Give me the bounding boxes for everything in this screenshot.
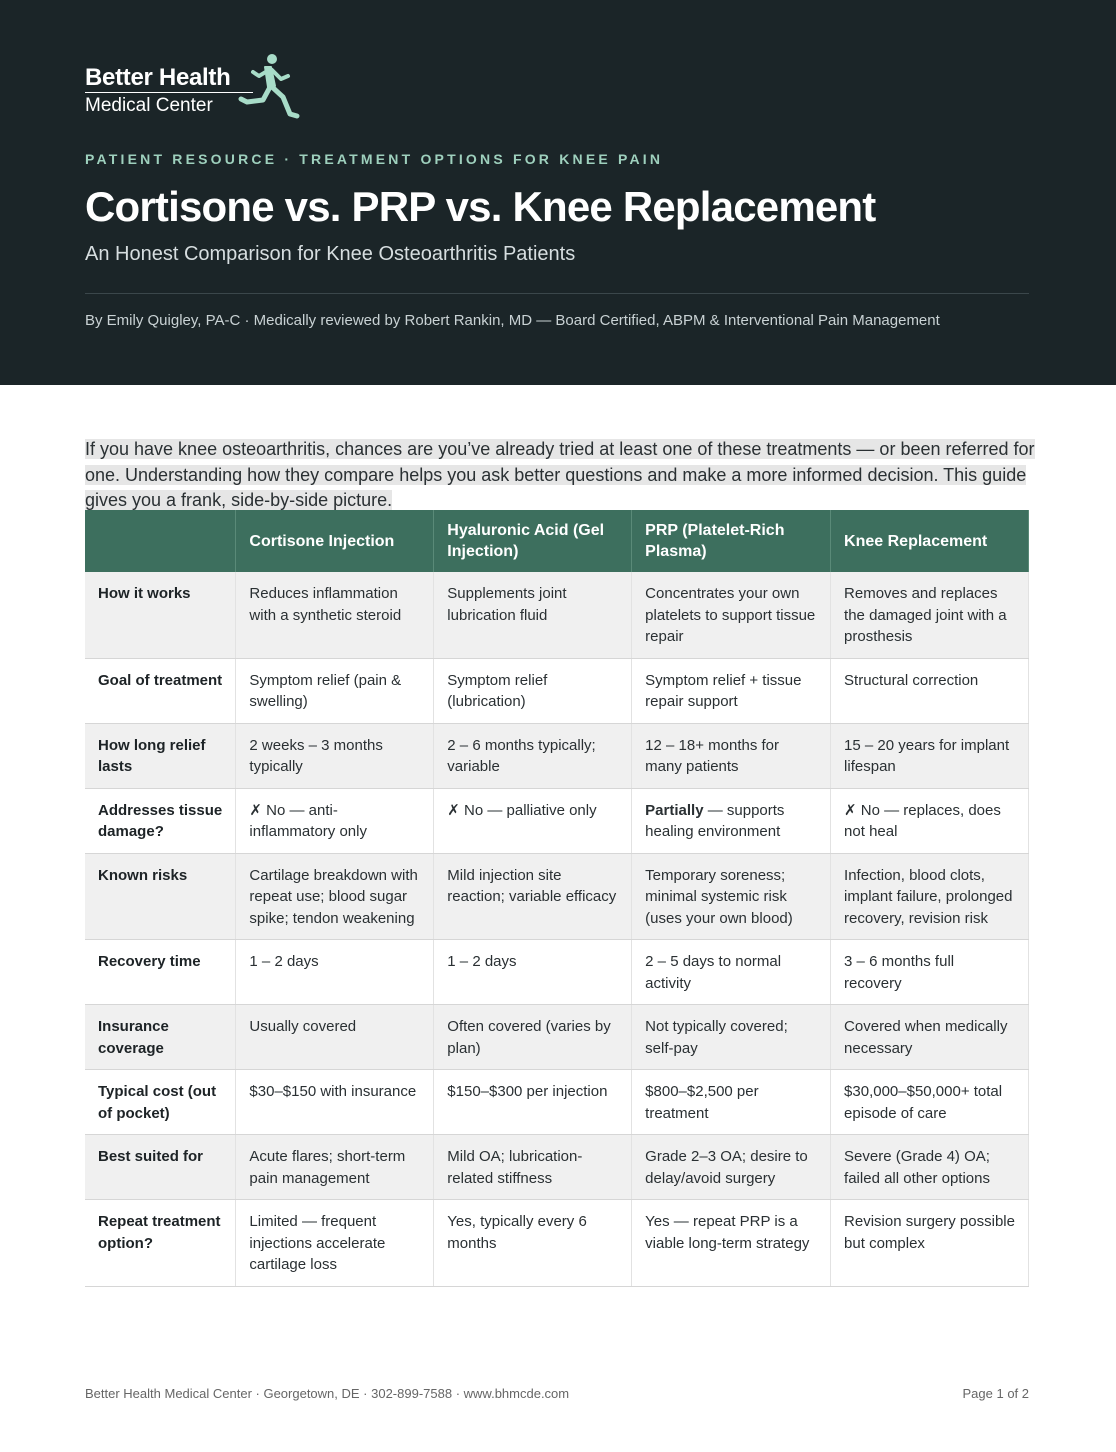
row-label: How it works [85,572,237,659]
intro-text: If you have knee osteoarthritis, chances… [85,439,1035,510]
table-cell: Yes — repeat PRP is a viable long-term s… [631,1199,832,1287]
row-label: Addresses tissue damage? [85,788,237,854]
table-cell: Mild injection site reaction; variable e… [433,853,633,940]
table-row: Insurance coverage Usually covered Often c… [85,1004,1029,1070]
column-header: Cortisone Injection [235,510,435,572]
divider [85,293,1029,294]
table-cell: Symptom relief (pain & swelling) [235,658,435,724]
table-cell: 2 weeks – 3 months typically [235,723,435,789]
table-cell: Symptom relief (lubrication) [433,658,633,724]
table-cell: Structural correction [830,658,1029,724]
row-label: How long relief lasts [85,723,237,789]
footer-contact: Better Health Medical Center · Georgetow… [85,1386,570,1401]
subtitle: An Honest Comparison for Knee Osteoarthr… [85,243,576,265]
corner-cell [85,510,237,572]
table-cell: Concentrates your own platelets to suppo… [631,572,832,659]
table-cell: Supplements joint lubrication fluid [433,572,633,659]
row-label: Best suited for [85,1134,237,1200]
table-cell: $800–$2,500 per treatment [631,1069,832,1135]
table-cell: Usually covered [235,1004,435,1070]
comparison-table: Cortisone Injection Hyaluronic Acid (Gel … [85,510,1029,1287]
kicker: PATIENT RESOURCE · TREATMENT OPTIONS FOR… [85,151,664,167]
table-cell: Cartilage breakdown with repeat use; blo… [235,853,435,940]
table-cell: Often covered (varies by plan) [433,1004,633,1070]
cell-emphasis: Partially [645,801,704,819]
row-label: Typical cost (out of pocket) [85,1069,237,1135]
header: Better Health Medical Center PATIENT RES… [0,0,1116,385]
table-cell: Mild OA; lubrication-related stiffness [433,1134,633,1200]
table-cell: Severe (Grade 4) OA; failed all other op… [830,1134,1029,1200]
table-cell: 2 – 5 days to normal activity [631,939,832,1005]
byline: By Emily Quigley, PA-C · Medically revie… [85,312,940,329]
table-cell: Acute flares; short-term pain management [235,1134,435,1200]
table-cell: Covered when medically necessary [830,1004,1029,1070]
logo-subtitle: Medical Center [85,95,213,116]
table-cell: $30,000–$50,000+ total episode of care [830,1069,1029,1135]
table-cell: ✗ No — palliative only [433,788,633,854]
table-cell: Limited — frequent injections accelerate… [235,1199,435,1287]
table-cell: Revision surgery possible but complex [830,1199,1029,1287]
table-cell: ✗ No — replaces, does not heal [830,788,1029,854]
table-cell: Partially — supports healing environment [631,788,832,854]
table-cell: ✗ No — anti-inflammatory only [235,788,435,854]
row-label: Insurance coverage [85,1004,237,1070]
page-number: Page 1 of 2 [962,1386,1030,1401]
table-cell: Reduces inflammation with a synthetic st… [235,572,435,659]
table-cell: $30–$150 with insurance [235,1069,435,1135]
table-cell: Grade 2–3 OA; desire to delay/avoid surg… [631,1134,832,1200]
column-header: Hyaluronic Acid (Gel Injection) [433,510,633,572]
table-cell: $150–$300 per injection [433,1069,633,1135]
row-label: Goal of treatment [85,658,237,724]
table-cell: 15 – 20 years for implant lifespan [830,723,1029,789]
table-cell: Temporary soreness; minimal systemic ris… [631,853,832,940]
table-cell: Infection, blood clots, implant failure,… [830,853,1029,940]
table-cell: 12 – 18+ months for many patients [631,723,832,789]
title: Cortisone vs. PRP vs. Knee Replacement [85,183,876,230]
row-label: Known risks [85,853,237,940]
table-cell: Not typically covered; self-pay [631,1004,832,1070]
table-row: Best suited for Acute flares; short-term … [85,1134,1029,1200]
logo: Better Health Medical Center [85,52,305,122]
table-row: Addresses tissue damage? ✗ No — anti-infl… [85,788,1029,854]
table-cell: Symptom relief + tissue repair support [631,658,832,724]
logo-rule [85,92,253,93]
table-row: Repeat treatment option? Limited — freque… [85,1199,1029,1287]
table-row: Known risks Cartilage breakdown with repe… [85,853,1029,940]
table-row: How long relief lasts 2 weeks – 3 months … [85,723,1029,789]
intro: If you have knee osteoarthritis, chances… [85,437,1035,514]
column-header: PRP (Platelet-Rich Plasma) [631,510,832,572]
table-cell: Removes and replaces the damaged joint w… [830,572,1029,659]
row-label: Repeat treatment option? [85,1199,237,1287]
table-row: How it works Reduces inflammation with a … [85,572,1029,659]
table-cell: Yes, typically every 6 months [433,1199,633,1287]
table-row: Recovery time 1 – 2 days 1 – 2 days 2 – 5 d… [85,939,1029,1005]
logo-name: Better Health [85,64,231,91]
table-cell: 1 – 2 days [235,939,435,1005]
row-label: Recovery time [85,939,237,1005]
table-cell: 2 – 6 months typically; variable [433,723,633,789]
column-header: Knee Replacement [830,510,1029,572]
header-row: Cortisone Injection Hyaluronic Acid (Gel … [85,510,1029,572]
runner-icon [238,54,300,119]
table-row: Goal of treatment Symptom relief (pain & … [85,658,1029,724]
table-cell: 3 – 6 months full recovery [830,939,1029,1005]
table-head: Cortisone Injection Hyaluronic Acid (Gel … [85,510,1029,572]
table-row: Typical cost (out of pocket) $30–$150 wit… [85,1069,1029,1135]
table-body: How it works Reduces inflammation with a … [85,572,1029,1287]
table-cell: 1 – 2 days [433,939,633,1005]
cell-text: — supports healing environment [645,801,785,841]
